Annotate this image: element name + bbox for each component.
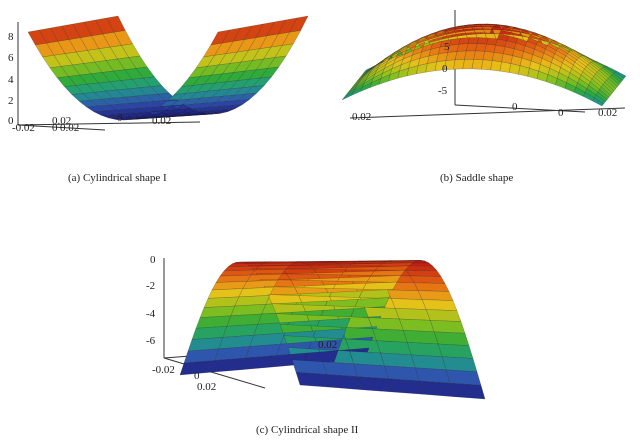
surface-patch xyxy=(421,299,458,311)
surface-patch xyxy=(380,352,416,368)
surface-patch xyxy=(449,383,486,400)
surface-patch xyxy=(115,118,135,121)
surface-patch xyxy=(429,320,466,334)
z-tick: -2 xyxy=(146,280,155,292)
surface-patch xyxy=(490,60,502,72)
surface-plot-a: 8 6 4 2 0 -0.02 0.02 0 0.02 0 0.02 xyxy=(8,15,309,134)
x-tick: -0.02 xyxy=(12,122,35,134)
surface-patch xyxy=(399,318,435,332)
surface-patch xyxy=(475,43,487,52)
surface-plot-c: 0 -2 -4 -6 -0.02 0 0.02 0.02 xyxy=(146,254,486,400)
z-tick: 0 xyxy=(442,63,448,75)
surface-patch xyxy=(425,309,462,322)
surface-patch xyxy=(411,354,447,370)
surface-patch xyxy=(476,37,489,45)
x-tick: 0 xyxy=(558,107,564,119)
surface-patch xyxy=(492,52,504,63)
surface-patch xyxy=(372,328,408,343)
surface-patch xyxy=(433,331,470,346)
surface-patch xyxy=(413,282,450,292)
surface-patch xyxy=(592,97,604,107)
surface-patch xyxy=(415,367,451,384)
surface-patch xyxy=(484,44,496,53)
surface-patch xyxy=(407,342,443,357)
surface-patch xyxy=(486,37,498,46)
surface-patch xyxy=(341,91,354,101)
surface-patch xyxy=(295,372,332,388)
z-tick: -5 xyxy=(438,85,448,97)
surface-patch xyxy=(409,275,446,284)
surface-patch xyxy=(508,63,521,75)
surface-c xyxy=(179,260,486,400)
surface-patch xyxy=(462,59,474,70)
caption-b: (b) Saddle shape xyxy=(440,172,514,184)
surface-patch xyxy=(326,374,362,390)
surface-patch xyxy=(391,298,427,310)
surface-patch xyxy=(445,369,482,386)
surface-patch xyxy=(357,376,393,393)
z-tick: -4 xyxy=(146,308,156,320)
z-tick: 6 xyxy=(8,52,14,64)
x-tick: 0 xyxy=(52,122,58,134)
surface-patch xyxy=(403,330,439,345)
surface-patch xyxy=(473,50,485,60)
z-tick: 2 xyxy=(8,95,14,107)
x-tick: 0 xyxy=(194,370,200,382)
caption-a: (a) Cylindrical shape I xyxy=(68,172,167,184)
surface-patch xyxy=(482,51,495,61)
surface-patch xyxy=(179,360,216,376)
surface-patch xyxy=(353,363,389,379)
z-tick: -6 xyxy=(146,335,156,347)
x-tick: 0.02 xyxy=(152,115,171,127)
panel-b: 5 0 -5 0.02 0 0 0.02 (b) Saddle shape xyxy=(330,0,640,200)
panel-a: 8 6 4 2 0 -0.02 0.02 0 0.02 0 0.02 (a) C… xyxy=(0,0,320,200)
surface-patch xyxy=(405,270,442,277)
surface-patch xyxy=(437,343,474,359)
surface-patch xyxy=(349,351,385,366)
z-tick: 5 xyxy=(444,41,450,53)
z-tick: 0 xyxy=(8,115,14,127)
z-tick: 4 xyxy=(8,74,14,86)
x-tick: 0 xyxy=(117,112,123,124)
x-tick: 0.02 xyxy=(197,381,216,393)
surface-patch xyxy=(471,59,484,70)
x-tick: 0.02 xyxy=(318,339,337,351)
surface-patch xyxy=(464,50,476,60)
caption-c: (c) Cylindrical shape II xyxy=(256,424,359,436)
panel-c: 0 -2 -4 -6 -0.02 0 0.02 0.02 (c) Cylindr… xyxy=(0,240,640,447)
surface-patch xyxy=(376,340,412,356)
surface-patch xyxy=(441,356,478,372)
x-tick: 0 xyxy=(512,101,518,113)
z-tick: 8 xyxy=(8,31,14,43)
surface-patch xyxy=(481,59,493,71)
x-tick: 0.02 xyxy=(52,115,71,127)
surface-a xyxy=(27,15,309,121)
x-tick: 0.02 xyxy=(598,107,617,119)
x-tick: 0.02 xyxy=(60,122,79,134)
x-tick: 0.02 xyxy=(352,111,371,123)
z-tick: 0 xyxy=(150,254,156,266)
surface-patch xyxy=(417,290,454,301)
surface-b xyxy=(341,23,627,107)
surface-patch xyxy=(419,380,455,397)
x-tick: -0.02 xyxy=(152,364,175,376)
surface-plot-b: 5 0 -5 0.02 0 0 0.02 xyxy=(341,10,627,123)
surface-patch xyxy=(387,289,423,300)
surface-patch xyxy=(395,308,431,321)
surface-patch xyxy=(388,378,424,395)
